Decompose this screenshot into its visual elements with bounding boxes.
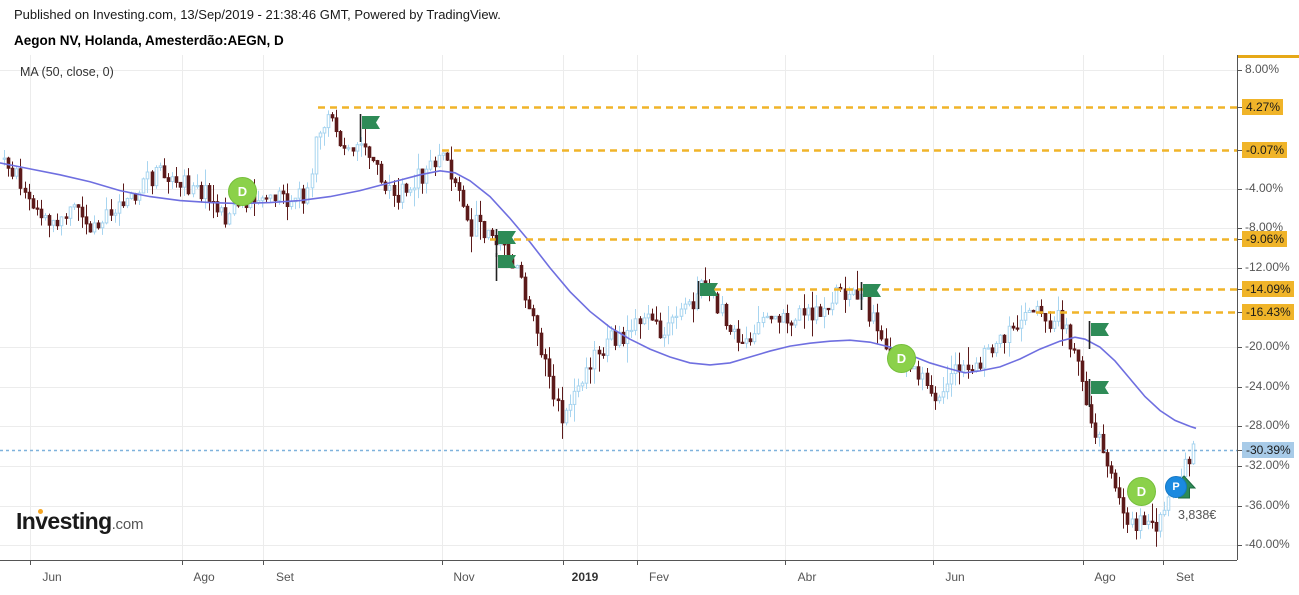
- time-tick: [442, 560, 443, 565]
- dividend-marker[interactable]: D: [1127, 477, 1156, 506]
- time-tick-label: Ago: [1094, 570, 1116, 584]
- price-level-badge[interactable]: 4.27%: [1242, 99, 1284, 115]
- price-tick-label: -32.00%: [1245, 458, 1290, 472]
- time-scale-border: [0, 560, 1237, 561]
- price-tick: [1237, 70, 1242, 71]
- price-tick-label: 8.00%: [1245, 62, 1280, 76]
- time-tick: [563, 560, 564, 565]
- price-tick: [1237, 387, 1242, 388]
- earnings-flag-icon[interactable]: [696, 281, 722, 309]
- earnings-flag-icon[interactable]: [1087, 379, 1113, 407]
- time-tick-label: 2019: [571, 570, 599, 584]
- ma-indicator-legend[interactable]: MA (50, close, 0): [20, 65, 114, 79]
- price-level-badge[interactable]: -14.09%: [1242, 281, 1294, 297]
- time-tick: [785, 560, 786, 565]
- time-tick: [933, 560, 934, 565]
- price-tick: [1237, 545, 1242, 546]
- price-level-badge[interactable]: -9.06%: [1242, 231, 1288, 247]
- last-price-label: 3,838€: [1178, 508, 1217, 522]
- price-level-badge[interactable]: -16.43%: [1242, 304, 1294, 320]
- price-tick: [1237, 189, 1242, 190]
- price-tick-label: -40.00%: [1245, 537, 1290, 551]
- price-tick: [1237, 506, 1242, 507]
- page-title: Aegon NV, Holanda, Amesterdão:AEGN, D: [14, 33, 284, 48]
- earnings-flag-icon[interactable]: [1087, 321, 1113, 349]
- time-tick-label: Jun: [42, 570, 62, 584]
- price-tick: [1237, 450, 1242, 451]
- price-scale-border: [1237, 55, 1238, 560]
- price-tick-label: -4.00%: [1245, 181, 1284, 195]
- chart-series-canvas: [0, 106, 1237, 547]
- earnings-flag-icon[interactable]: [494, 229, 520, 257]
- earnings-flag-icon[interactable]: [494, 253, 520, 281]
- time-tick: [637, 560, 638, 565]
- time-tick-label: Ago: [193, 570, 215, 584]
- time-tick: [182, 560, 183, 565]
- time-tick-label: Abr: [797, 570, 817, 584]
- chart-plot-area[interactable]: MA (50, close, 0): [0, 55, 1237, 560]
- time-tick-label: Jun: [945, 570, 965, 584]
- dividend-marker[interactable]: D: [228, 177, 257, 206]
- time-tick: [1083, 560, 1084, 565]
- price-tick-label: -20.00%: [1245, 339, 1290, 353]
- earnings-flag-icon[interactable]: [358, 114, 384, 142]
- price-tick-label: -28.00%: [1245, 418, 1290, 432]
- time-tick: [30, 560, 31, 565]
- price-scale[interactable]: 8.00% 4.27% -0.07% -4.00% -8.00% -9.06% -12.00…: [1237, 55, 1299, 560]
- price-tick: [1237, 268, 1242, 269]
- price-tick-label: -12.00%: [1245, 260, 1290, 274]
- price-tick: [1237, 239, 1242, 240]
- price-tick: [1237, 466, 1242, 467]
- logo-tld: .com: [111, 516, 144, 533]
- price-tick: [1237, 289, 1242, 290]
- price-tick: [1237, 228, 1242, 229]
- price-tick: [1237, 426, 1242, 427]
- earnings-flag-icon[interactable]: [859, 282, 885, 310]
- price-tick: [1237, 107, 1242, 108]
- payout-marker[interactable]: P: [1165, 476, 1187, 498]
- price-scale-top-bar: [1238, 55, 1299, 58]
- dividend-marker[interactable]: D: [887, 344, 916, 373]
- time-tick-label: Set: [1175, 570, 1195, 584]
- time-tick-label: Set: [275, 570, 295, 584]
- price-level-badge[interactable]: -30.39%: [1242, 442, 1294, 458]
- price-tick-label: -24.00%: [1245, 379, 1290, 393]
- price-tick: [1237, 312, 1242, 313]
- price-tick-label: -8.00%: [1245, 220, 1284, 234]
- time-tick: [263, 560, 264, 565]
- price-level-badge[interactable]: -0.07%: [1242, 142, 1288, 158]
- time-tick-label: Nov: [453, 570, 475, 584]
- time-tick-label: Fev: [648, 570, 670, 584]
- chart-gridlines: [0, 55, 1237, 560]
- price-tick: [1237, 150, 1242, 151]
- time-scale[interactable]: Jun Ago Set Nov 2019 Fev Abr Jun Ago Set: [0, 560, 1237, 595]
- time-tick: [1163, 560, 1164, 565]
- published-line: Published on Investing.com, 13/Sep/2019 …: [14, 7, 501, 22]
- price-tick: [1237, 347, 1242, 348]
- price-tick-label: -36.00%: [1245, 498, 1290, 512]
- logo-dot-icon: [38, 509, 43, 514]
- logo-wordmark: Investing: [16, 508, 112, 534]
- investing-logo: Investing.com: [16, 508, 143, 535]
